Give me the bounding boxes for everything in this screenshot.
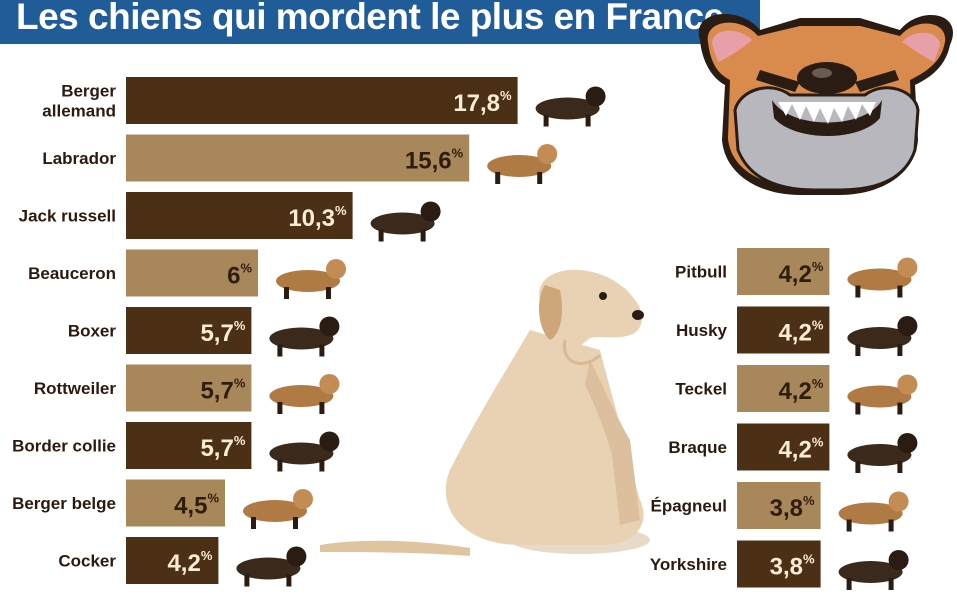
category-label: Border collie [12,437,116,456]
category-label: Beauceron [28,264,116,283]
dog-icon [838,550,909,590]
dog-icon [847,257,918,298]
category-label: Labrador [42,149,116,168]
category-label: Boxer [68,322,117,341]
dog-icon [847,316,918,356]
bar [126,134,470,182]
category-label: Husky [676,321,728,340]
bar [126,364,252,412]
bar-value-label: 15,6% [405,146,464,175]
dog-icon [269,431,340,472]
dog-icon [847,374,918,415]
dog-icon [276,259,346,299]
bar-value-label: 6% [227,261,252,290]
category-label: Braque [668,438,727,457]
bar [126,479,225,527]
category-label: Yorkshire [650,555,727,574]
dog-icon [535,86,606,127]
category-label: Pitbull [675,263,727,282]
category-label: Cocker [58,552,116,571]
bar-value-label: 5,7% [200,433,245,462]
bar [126,192,353,239]
dog-icon [236,546,307,587]
dog-icon [243,489,313,529]
bar-value-label: 4,2% [778,435,823,464]
bar [126,422,252,469]
bar [737,423,830,471]
bar [126,77,518,124]
bar-value-label: 4,2% [778,318,823,347]
bar-value-label: 4,2% [167,548,212,577]
bars-layer: 17,8% Berger allemand 15,6% Labrador 10,3% Jac… [12,77,918,590]
chart-title: Les chiens qui mordent le plus en France [16,0,724,37]
bar-value-label: 10,3% [288,203,347,232]
bar-value-label: 17,8% [453,88,512,117]
category-label: Épagneul [650,497,727,516]
bar [737,482,821,529]
bar [126,249,258,297]
bulldog-illustration [698,13,954,196]
bar-value-label: 5,7% [200,318,245,347]
category-label: Rottweiler [34,379,117,398]
sitting-dog-illustration [320,269,650,556]
category-label: Teckel [675,380,727,399]
bar-value-label: 4,5% [174,491,219,520]
dog-icon [269,374,340,414]
bar-value-label: 4,2% [778,259,823,288]
bar [737,365,830,412]
dog-icon [269,316,340,357]
category-label: Jack russell [19,207,116,226]
bar-value-label: 3,8% [770,552,815,581]
category-label: Berger belge [12,494,116,513]
title-bar: Les chiens qui mordent le plus en France [0,0,760,44]
dog-icon [838,491,909,532]
bar-value-label: 4,2% [778,376,823,405]
bar [126,307,252,354]
bar-value-label: 5,7% [200,376,245,405]
bar [737,306,830,354]
dog-icon [370,201,441,242]
bar [126,537,219,584]
dog-icon [487,144,558,184]
bar-value-label: 3,8% [770,493,815,522]
category-label: Berger allemand [42,82,116,121]
bar [737,540,821,588]
bar [737,248,830,295]
dog-icon [847,433,918,473]
